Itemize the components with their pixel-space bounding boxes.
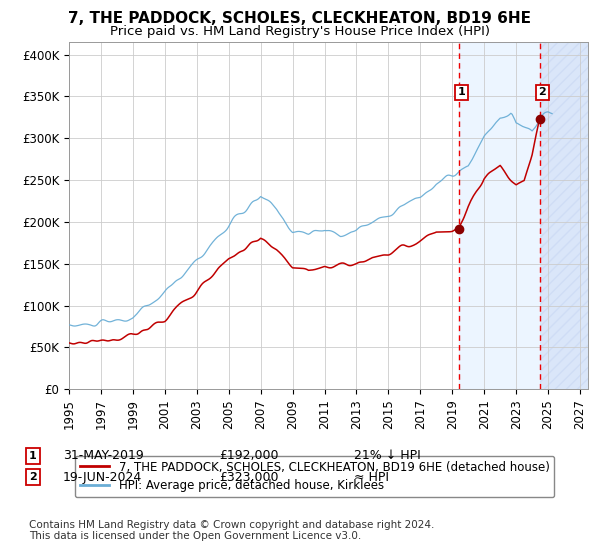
Text: 21% ↓ HPI: 21% ↓ HPI [354, 449, 421, 463]
Text: £192,000: £192,000 [219, 449, 278, 463]
Bar [459, 42, 588, 389]
Text: £323,000: £323,000 [219, 470, 278, 484]
Text: 19-JUN-2024: 19-JUN-2024 [63, 470, 142, 484]
Text: Price paid vs. HM Land Registry's House Price Index (HPI): Price paid vs. HM Land Registry's House … [110, 25, 490, 38]
Text: 1: 1 [29, 451, 37, 461]
Text: ≈ HPI: ≈ HPI [354, 470, 389, 484]
Text: 2: 2 [29, 472, 37, 482]
Text: 31-MAY-2019: 31-MAY-2019 [63, 449, 144, 463]
Text: 1: 1 [458, 87, 466, 97]
Bar [539, 42, 588, 389]
Text: 2: 2 [539, 87, 546, 97]
Text: Contains HM Land Registry data © Crown copyright and database right 2024.
This d: Contains HM Land Registry data © Crown c… [29, 520, 434, 542]
Text: 7, THE PADDOCK, SCHOLES, CLECKHEATON, BD19 6HE: 7, THE PADDOCK, SCHOLES, CLECKHEATON, BD… [68, 11, 532, 26]
Legend: 7, THE PADDOCK, SCHOLES, CLECKHEATON, BD19 6HE (detached house), HPI: Average pr: 7, THE PADDOCK, SCHOLES, CLECKHEATON, BD… [75, 456, 554, 497]
